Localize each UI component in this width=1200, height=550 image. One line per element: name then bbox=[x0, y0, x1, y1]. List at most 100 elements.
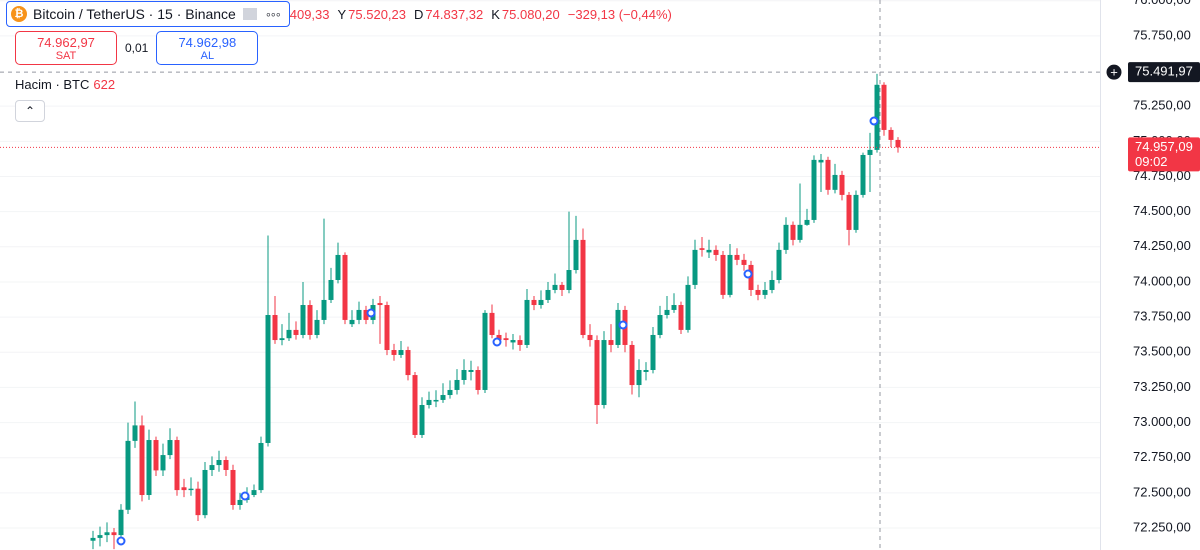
candle-body bbox=[188, 488, 194, 491]
candle-body bbox=[748, 264, 754, 290]
collapse-button[interactable]: ⌃ bbox=[15, 100, 45, 122]
volume-value: 622 bbox=[93, 77, 116, 92]
candle-body bbox=[734, 254, 740, 260]
candle-body bbox=[209, 465, 215, 470]
candle-body bbox=[713, 249, 719, 255]
volume-label: Hacim · BTC bbox=[15, 77, 90, 92]
spread: 0,01 bbox=[125, 41, 149, 55]
candle-body bbox=[342, 254, 348, 320]
buy-label: AL bbox=[200, 49, 215, 62]
y-tick-label: 73.750,00 bbox=[1133, 309, 1191, 324]
candle-body bbox=[643, 369, 649, 372]
candle-body bbox=[503, 338, 509, 341]
candle-body bbox=[573, 239, 579, 271]
candle-body bbox=[552, 284, 558, 290]
candle-body bbox=[363, 309, 369, 320]
candle-body bbox=[671, 305, 677, 310]
candle-body bbox=[664, 309, 670, 316]
add-button bbox=[1105, 63, 1123, 81]
candle-body bbox=[741, 259, 747, 265]
y-tick-label: 73.000,00 bbox=[1133, 414, 1191, 429]
y-tick-label: 76.000,00 bbox=[1133, 0, 1191, 7]
candle-body bbox=[650, 334, 656, 370]
candle-body bbox=[496, 334, 502, 341]
candle-body bbox=[335, 254, 341, 280]
sell-button[interactable]: 74.962,97 SAT bbox=[15, 31, 117, 65]
y-tick-label: 72.500,00 bbox=[1133, 484, 1191, 499]
countdown-label: 09:02 bbox=[1135, 154, 1168, 169]
candle-body bbox=[405, 350, 411, 376]
candle-body bbox=[454, 379, 460, 390]
candle-body bbox=[139, 425, 145, 496]
candle-body bbox=[657, 315, 663, 335]
candle-body bbox=[314, 319, 320, 335]
candle-body bbox=[328, 279, 334, 300]
candle-body bbox=[636, 369, 642, 386]
candle-body bbox=[216, 459, 222, 466]
candle-body bbox=[874, 84, 880, 150]
y-tick-label: 75.250,00 bbox=[1133, 98, 1191, 113]
crosshair-box bbox=[1128, 62, 1200, 83]
candle-body bbox=[237, 499, 243, 505]
y-tick-label: 75.750,00 bbox=[1133, 27, 1191, 42]
candle-body bbox=[160, 455, 166, 471]
candle-body bbox=[482, 312, 488, 390]
open-value: 409,33 bbox=[289, 6, 330, 22]
candle-body bbox=[489, 312, 495, 335]
candle-body bbox=[251, 490, 257, 496]
add-icon: + bbox=[1110, 65, 1118, 80]
trade-panel: 74.962,97 SAT 0,01 74.962,98 AL bbox=[15, 31, 259, 65]
candle-body bbox=[272, 315, 278, 341]
y-tick-label: 73.250,00 bbox=[1133, 379, 1191, 394]
symbol-box[interactable]: ₿ Bitcoin / TetherUS · 15 · Binance ◦◦◦ bbox=[6, 1, 290, 27]
y-tick-label: 74.250,00 bbox=[1133, 238, 1191, 253]
y-tick-label: 73.500,00 bbox=[1133, 344, 1191, 359]
sell-label: SAT bbox=[55, 49, 77, 62]
candle-body bbox=[804, 219, 810, 225]
candle-body bbox=[860, 154, 866, 195]
candle-body bbox=[258, 442, 264, 491]
candle-body bbox=[195, 488, 201, 516]
y-tick-label: 74.750,00 bbox=[1133, 168, 1191, 183]
event-marker bbox=[618, 320, 628, 330]
candle-body bbox=[356, 309, 362, 320]
candle-body bbox=[797, 224, 803, 240]
high-key: Y bbox=[337, 6, 347, 22]
event-marker bbox=[743, 269, 753, 279]
candle-body bbox=[538, 299, 544, 306]
candle-body bbox=[825, 159, 831, 190]
candle-body bbox=[692, 249, 698, 285]
low-value: 74.837,32 bbox=[425, 6, 484, 22]
buy-button[interactable]: 74.962,98 AL bbox=[156, 31, 259, 65]
candle-body bbox=[832, 174, 838, 190]
close-value: 75.080,20 bbox=[501, 6, 560, 22]
btc-icon: ₿ bbox=[11, 6, 27, 22]
event-marker bbox=[240, 491, 250, 501]
candle-body bbox=[524, 299, 530, 345]
candle-body bbox=[811, 159, 817, 220]
candle-body bbox=[517, 340, 523, 345]
more-icon: ◦◦◦ bbox=[265, 6, 281, 22]
candle-body bbox=[818, 159, 824, 163]
candle-body bbox=[279, 338, 285, 341]
candle-body bbox=[433, 399, 439, 402]
candle-body bbox=[384, 305, 390, 351]
sell-price: 74.962,97 bbox=[37, 34, 95, 50]
candle-body bbox=[762, 289, 768, 295]
candle-body bbox=[412, 375, 418, 435]
high-value: 75.520,23 bbox=[348, 6, 407, 22]
candle-body bbox=[174, 440, 180, 491]
candle-body bbox=[377, 303, 383, 306]
candle-body bbox=[125, 440, 131, 510]
flag-icon bbox=[242, 8, 257, 20]
candle-body bbox=[839, 174, 845, 195]
candle-body bbox=[881, 84, 887, 130]
candle-body bbox=[706, 249, 712, 253]
candle-body bbox=[461, 369, 467, 380]
candle-body bbox=[293, 329, 299, 335]
candle-body bbox=[167, 440, 173, 456]
y-tick-label: 74.500,00 bbox=[1133, 203, 1191, 218]
y-tick-label: 72.750,00 bbox=[1133, 449, 1191, 464]
chart-title: Bitcoin / TetherUS · 15 · Binance bbox=[33, 6, 236, 22]
